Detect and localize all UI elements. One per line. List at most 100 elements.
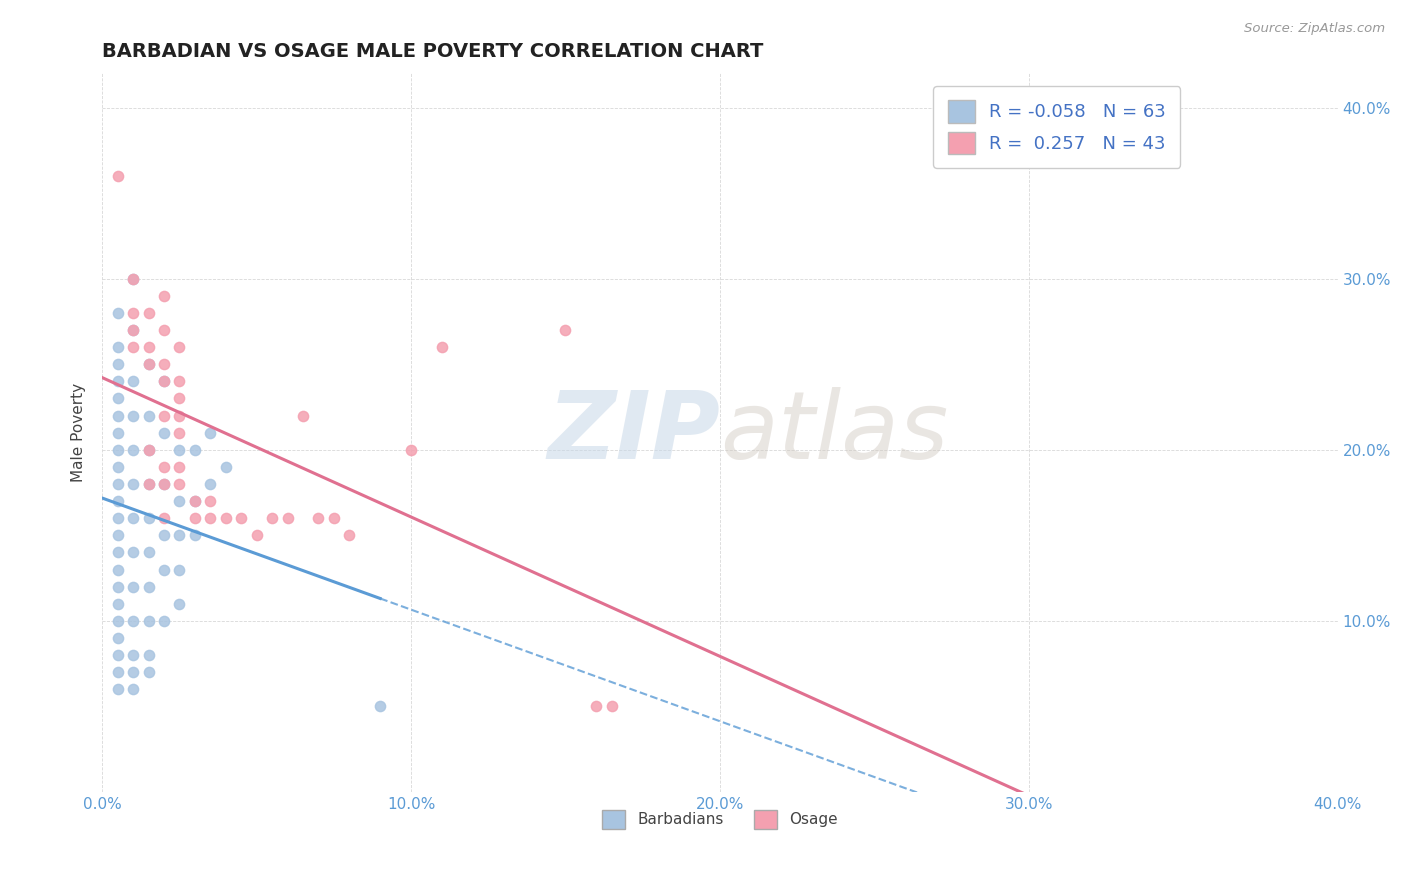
- Point: [107, 631, 129, 645]
- Point: [153, 289, 176, 303]
- Text: atlas: atlas: [720, 387, 948, 478]
- Point: [337, 528, 360, 542]
- Point: [122, 545, 145, 559]
- Point: [122, 271, 145, 285]
- Point: [169, 442, 191, 457]
- Point: [262, 511, 284, 525]
- Point: [153, 375, 176, 389]
- Point: [122, 375, 145, 389]
- Text: BARBADIAN VS OSAGE MALE POVERTY CORRELATION CHART: BARBADIAN VS OSAGE MALE POVERTY CORRELAT…: [103, 42, 763, 61]
- Point: [215, 459, 238, 474]
- Point: [122, 442, 145, 457]
- Point: [153, 323, 176, 337]
- Legend: Barbadians, Osage: Barbadians, Osage: [596, 804, 844, 835]
- Point: [138, 357, 160, 371]
- Point: [122, 511, 145, 525]
- Point: [600, 699, 623, 714]
- Point: [122, 340, 145, 354]
- Point: [169, 425, 191, 440]
- Point: [153, 528, 176, 542]
- Point: [122, 665, 145, 680]
- Point: [153, 375, 176, 389]
- Point: [169, 375, 191, 389]
- Point: [122, 323, 145, 337]
- Point: [122, 648, 145, 662]
- Point: [107, 477, 129, 491]
- Point: [107, 442, 129, 457]
- Point: [138, 477, 160, 491]
- Point: [107, 392, 129, 406]
- Point: [138, 614, 160, 628]
- Point: [138, 580, 160, 594]
- Point: [200, 494, 222, 508]
- Point: [138, 409, 160, 423]
- Point: [122, 271, 145, 285]
- Text: ZIP: ZIP: [547, 387, 720, 479]
- Point: [107, 597, 129, 611]
- Point: [231, 511, 253, 525]
- Point: [122, 682, 145, 697]
- Point: [153, 425, 176, 440]
- Point: [122, 614, 145, 628]
- Text: Source: ZipAtlas.com: Source: ZipAtlas.com: [1244, 22, 1385, 36]
- Point: [200, 425, 222, 440]
- Point: [246, 528, 269, 542]
- Point: [122, 306, 145, 320]
- Point: [169, 563, 191, 577]
- Point: [585, 699, 607, 714]
- Point: [107, 375, 129, 389]
- Point: [138, 665, 160, 680]
- Point: [184, 494, 207, 508]
- Point: [107, 528, 129, 542]
- Point: [291, 409, 314, 423]
- Point: [184, 442, 207, 457]
- Point: [107, 614, 129, 628]
- Point: [399, 442, 422, 457]
- Point: [107, 545, 129, 559]
- Point: [368, 699, 391, 714]
- Point: [153, 563, 176, 577]
- Point: [107, 409, 129, 423]
- Point: [107, 648, 129, 662]
- Point: [107, 563, 129, 577]
- Point: [322, 511, 344, 525]
- Y-axis label: Male Poverty: Male Poverty: [72, 384, 86, 483]
- Point: [107, 357, 129, 371]
- Point: [200, 511, 222, 525]
- Point: [169, 494, 191, 508]
- Point: [122, 323, 145, 337]
- Point: [184, 528, 207, 542]
- Point: [107, 169, 129, 183]
- Point: [153, 477, 176, 491]
- Point: [107, 306, 129, 320]
- Point: [138, 648, 160, 662]
- Point: [430, 340, 453, 354]
- Point: [215, 511, 238, 525]
- Point: [153, 477, 176, 491]
- Point: [169, 597, 191, 611]
- Point: [200, 477, 222, 491]
- Point: [153, 614, 176, 628]
- Point: [107, 511, 129, 525]
- Point: [184, 494, 207, 508]
- Point: [107, 580, 129, 594]
- Point: [138, 442, 160, 457]
- Point: [138, 511, 160, 525]
- Point: [153, 459, 176, 474]
- Point: [153, 511, 176, 525]
- Point: [138, 442, 160, 457]
- Point: [184, 511, 207, 525]
- Point: [138, 306, 160, 320]
- Point: [169, 459, 191, 474]
- Point: [276, 511, 298, 525]
- Point: [307, 511, 329, 525]
- Point: [138, 340, 160, 354]
- Point: [122, 477, 145, 491]
- Point: [153, 357, 176, 371]
- Point: [107, 682, 129, 697]
- Point: [169, 392, 191, 406]
- Point: [107, 425, 129, 440]
- Point: [138, 477, 160, 491]
- Point: [554, 323, 576, 337]
- Point: [169, 528, 191, 542]
